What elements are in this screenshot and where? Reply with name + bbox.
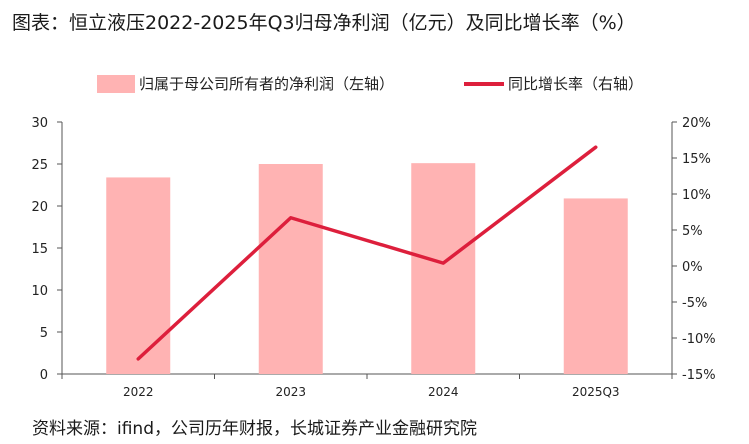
x-tick-label: 2022: [123, 385, 154, 399]
legend-swatch-line: [464, 81, 504, 86]
y-right-tick-label: 10%: [682, 188, 711, 203]
y-right-tick-label: -15%: [682, 368, 716, 383]
y-left-tick-label: 25: [31, 158, 48, 173]
x-tick-label: 2024: [428, 385, 459, 399]
legend-label-growth: 同比增长率（右轴）: [508, 75, 644, 93]
chart-title: 图表：恒立液压2022-2025年Q3归母净利润（亿元）及同比增长率（%）: [12, 12, 636, 34]
line-growth-rate: [136, 145, 598, 361]
y-right-tick-label: -10%: [682, 332, 716, 347]
legend-item-net-profit: 归属于母公司所有者的净利润（左轴）: [97, 73, 394, 94]
y-left-tick-label: 5: [40, 326, 48, 341]
y-right-tick-label: 20%: [682, 116, 711, 131]
source-note: 资料来源：ifind，公司历年财报，长城证券产业金融研究院: [32, 419, 477, 439]
y-right-tick-label: -5%: [682, 296, 707, 311]
y-left-tick-label: 15: [31, 242, 48, 257]
bar-net-profit: [106, 177, 171, 374]
y-left-tick-label: 30: [31, 116, 48, 131]
legend: 归属于母公司所有者的净利润（左轴） 同比增长率（右轴）: [0, 73, 749, 99]
y-left-tick-label: 20: [31, 200, 48, 215]
legend-swatch-bar: [97, 74, 135, 93]
legend-item-growth: 同比增长率（右轴）: [464, 73, 643, 94]
x-tick-label: 2025Q3: [572, 385, 620, 399]
y-right-tick-label: 5%: [682, 224, 703, 239]
bar-net-profit: [411, 163, 476, 374]
bar-net-profit: [563, 198, 628, 374]
bar-net-profit: [258, 164, 323, 374]
y-right-tick-label: 0%: [682, 260, 703, 275]
y-left-tick-label: 10: [31, 284, 48, 299]
y-right-tick-label: 15%: [682, 152, 711, 167]
x-tick-label: 2023: [275, 385, 306, 399]
legend-label-net-profit: 归属于母公司所有者的净利润（左轴）: [139, 75, 395, 93]
y-left-tick-label: 0: [40, 368, 48, 383]
